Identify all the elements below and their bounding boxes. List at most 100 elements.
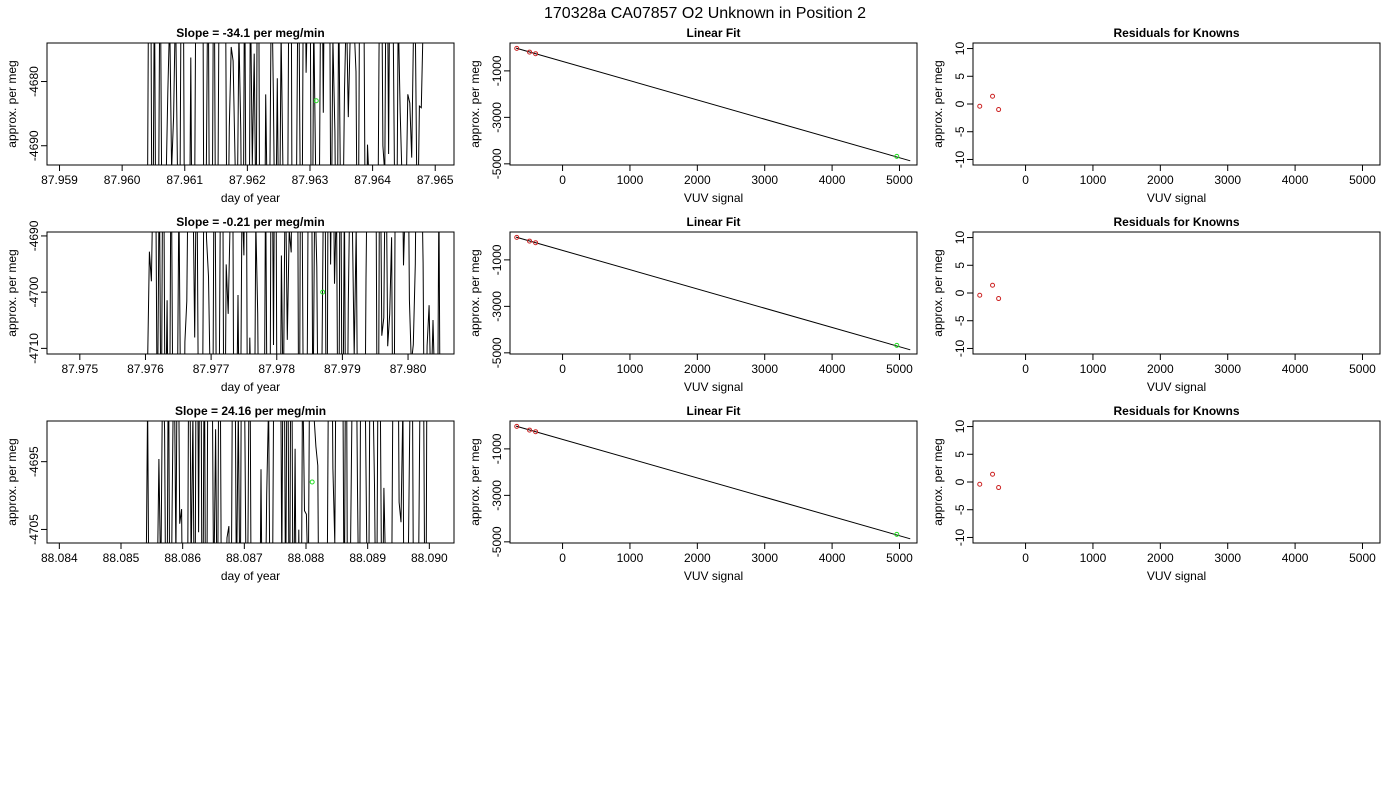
y-axis-label: approx. per meg (5, 249, 19, 336)
y-tick-label: -4695 (27, 446, 41, 477)
plot-frame (509, 231, 918, 355)
x-axis-label: VUV signal (684, 380, 743, 394)
x-tick-label: 4000 (1282, 173, 1309, 187)
y-tick-label: -1000 (490, 55, 504, 86)
residual-point (977, 292, 983, 298)
x-axis-label: day of year (221, 191, 280, 205)
noise-trace (147, 232, 441, 354)
chart-panel-4: Slope = -0.21 per meg/min 87.975 87.976 87.… (5, 215, 455, 394)
x-tick-label: 5000 (1349, 362, 1376, 376)
fit-line (515, 47, 911, 162)
unknown-point (309, 479, 315, 485)
plot-area (515, 236, 911, 351)
x-tick-label: 88.089 (349, 551, 386, 565)
known-point (527, 49, 533, 55)
x-tick-label: 88.088 (288, 551, 325, 565)
y-tick-label: -3000 (490, 291, 504, 322)
chart-panel-3: Residuals for Knowns 0 1000 2000 3000 4000 500… (931, 26, 1381, 205)
x-tick-label: 1000 (617, 362, 644, 376)
x-tick-label: 87.964 (354, 173, 391, 187)
x-axis-label: day of year (221, 380, 280, 394)
plot-frame (972, 231, 1381, 355)
residual-point (996, 107, 1002, 113)
x-axis-label: VUV signal (1147, 380, 1206, 394)
y-tick-label: -10 (953, 528, 967, 546)
y-tick-label: -3000 (490, 480, 504, 511)
page-title: 170328a CA07857 O2 Unknown in Position 2 (544, 5, 866, 22)
y-tick-label: 0 (953, 289, 967, 296)
y-axis-label: approx. per meg (5, 60, 19, 147)
x-axis-label: day of year (221, 569, 280, 583)
residual-point (996, 485, 1002, 491)
y-tick-label: 10 (953, 420, 967, 434)
x-tick-label: 3000 (1214, 362, 1241, 376)
y-tick-label: -10 (953, 339, 967, 357)
x-tick-label: 1000 (617, 551, 644, 565)
x-tick-label: 2000 (1147, 551, 1174, 565)
x-tick-label: 87.962 (229, 173, 266, 187)
y-tick-label: -1000 (490, 244, 504, 275)
chart-title: Residuals for Knowns (1113, 26, 1239, 40)
known-point (527, 238, 533, 244)
y-tick-label: 5 (953, 262, 967, 269)
x-tick-label: 87.980 (390, 362, 427, 376)
x-tick-label: 87.960 (104, 173, 141, 187)
y-axis-label: approx. per meg (468, 60, 482, 147)
y-tick-label: -4705 (27, 514, 41, 545)
chart-panel-7: Slope = 24.16 per meg/min 88.084 88.085 88.… (5, 404, 455, 583)
chart-panel-9: Residuals for Knowns 0 1000 2000 3000 4000 500… (931, 404, 1381, 583)
chart-title: Linear Fit (686, 404, 740, 418)
y-tick-label: 0 (953, 100, 967, 107)
x-tick-label: 0 (1022, 551, 1029, 565)
unknown-point (894, 153, 900, 159)
x-tick-label: 3000 (1214, 173, 1241, 187)
residual-point (977, 103, 983, 109)
chart-title: Slope = -34.1 per meg/min (176, 26, 324, 40)
known-point (527, 427, 533, 433)
plot-frame (972, 42, 1381, 166)
x-tick-label: 0 (1022, 173, 1029, 187)
x-tick-label: 0 (1022, 362, 1029, 376)
x-tick-label: 2000 (684, 173, 711, 187)
known-point (514, 423, 520, 429)
x-tick-label: 88.084 (41, 551, 78, 565)
x-tick-label: 88.087 (226, 551, 263, 565)
y-tick-label: -5 (953, 126, 967, 137)
chart-title: Residuals for Knowns (1113, 404, 1239, 418)
x-tick-label: 87.979 (324, 362, 361, 376)
x-tick-label: 87.977 (193, 362, 230, 376)
x-tick-label: 5000 (886, 362, 913, 376)
x-tick-label: 4000 (1282, 551, 1309, 565)
x-tick-label: 2000 (1147, 362, 1174, 376)
noise-trace (147, 43, 424, 165)
x-tick-label: 87.978 (258, 362, 295, 376)
y-tick-label: -3000 (490, 102, 504, 133)
x-tick-label: 3000 (1214, 551, 1241, 565)
plot-frame (509, 42, 918, 166)
chart-title: Slope = 24.16 per meg/min (175, 404, 326, 418)
y-axis-label: approx. per meg (5, 438, 19, 525)
y-tick-label: 0 (953, 478, 967, 485)
x-tick-label: 4000 (1282, 362, 1309, 376)
residual-point (990, 93, 996, 99)
y-axis-label: approx. per meg (931, 249, 945, 336)
x-tick-label: 0 (559, 362, 566, 376)
y-tick-label: -5 (953, 315, 967, 326)
x-tick-label: 4000 (819, 173, 846, 187)
residual-point (990, 282, 996, 288)
x-tick-label: 2000 (684, 362, 711, 376)
y-axis-label: approx. per meg (468, 438, 482, 525)
y-tick-label: 10 (953, 42, 967, 56)
chart-panel-8: Linear Fit 0 1000 2000 3000 4000 5000 -1000 -300… (468, 404, 918, 583)
plot-frame (46, 231, 455, 355)
x-tick-label: 3000 (751, 362, 778, 376)
x-axis-label: VUV signal (1147, 569, 1206, 583)
plot-frame (509, 420, 918, 544)
y-tick-label: -5000 (490, 526, 504, 557)
y-tick-label: -5000 (490, 148, 504, 179)
fit-line (515, 425, 911, 540)
y-tick-label: 5 (953, 73, 967, 80)
y-tick-label: -4710 (27, 333, 41, 364)
chart-title: Slope = -0.21 per meg/min (176, 215, 324, 229)
